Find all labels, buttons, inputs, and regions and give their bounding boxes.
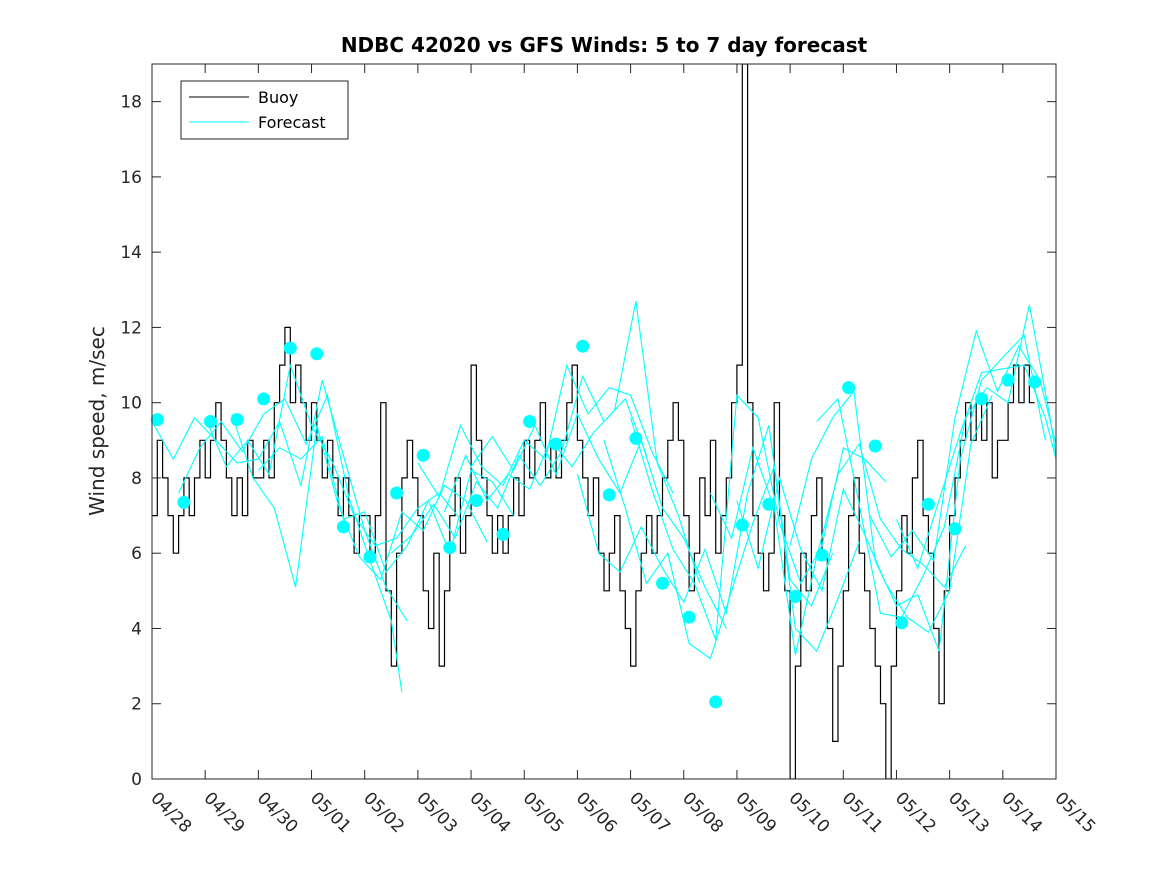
forecast-marker bbox=[735, 518, 749, 532]
forecast-marker bbox=[602, 488, 616, 502]
forecast-line bbox=[816, 304, 1056, 618]
forecast-markers bbox=[150, 339, 1042, 709]
forecast-line bbox=[231, 413, 488, 588]
y-tick-label: 12 bbox=[120, 318, 142, 338]
forecast-marker bbox=[656, 576, 669, 590]
y-tick-label: 18 bbox=[120, 93, 142, 113]
forecast-marker bbox=[975, 392, 989, 406]
y-tick-label: 0 bbox=[131, 770, 142, 790]
forecast-line bbox=[895, 364, 1056, 570]
forecast-marker bbox=[1028, 375, 1042, 389]
forecast-line bbox=[630, 393, 887, 640]
axis-ticks bbox=[151, 64, 1057, 780]
forecast-marker bbox=[363, 550, 377, 564]
legend-label-buoy: Buoy bbox=[258, 88, 298, 107]
forecast-marker bbox=[469, 494, 483, 507]
forecast-marker bbox=[549, 437, 563, 451]
forecast-line bbox=[709, 442, 967, 655]
forecast-line bbox=[869, 329, 1056, 563]
forecast-marker bbox=[416, 448, 430, 462]
forecast-marker bbox=[443, 541, 457, 555]
chart-title: NDBC 42020 vs GFS Winds: 5 to 7 day fore… bbox=[341, 33, 868, 57]
y-tick-label: 10 bbox=[120, 394, 142, 414]
legend: Buoy Forecast bbox=[180, 80, 349, 140]
forecast-marker bbox=[868, 439, 882, 453]
forecast-marker bbox=[310, 347, 324, 361]
buoy-line bbox=[152, 64, 1035, 779]
y-tick-label: 16 bbox=[120, 168, 142, 188]
forecast-marker bbox=[921, 497, 935, 511]
plot-area bbox=[150, 63, 1057, 780]
forecast-marker bbox=[204, 415, 217, 428]
legend-label-forecast: Forecast bbox=[258, 113, 326, 132]
y-tick-label: 8 bbox=[131, 469, 142, 489]
forecast-line bbox=[470, 412, 727, 629]
forecast-marker bbox=[576, 339, 590, 353]
forecast-line bbox=[576, 425, 834, 614]
forecast-line bbox=[443, 300, 701, 584]
forecast-marker bbox=[150, 413, 164, 427]
forecast-marker bbox=[709, 695, 723, 709]
y-axis-label: Wind speed, m/sec bbox=[85, 326, 109, 516]
forecast-marker bbox=[629, 431, 643, 445]
forecast-marker bbox=[283, 341, 297, 355]
forecast-marker bbox=[682, 610, 696, 624]
forecast-marker bbox=[788, 590, 802, 603]
forecast-line bbox=[178, 393, 403, 693]
y-tick-label: 4 bbox=[131, 619, 142, 639]
forecast-marker bbox=[390, 486, 404, 500]
forecast-marker bbox=[815, 548, 829, 562]
forecast-line bbox=[789, 333, 1046, 652]
forecast-marker bbox=[948, 522, 962, 536]
forecast-line bbox=[603, 440, 860, 660]
forecast-marker bbox=[895, 616, 909, 630]
plot-frame bbox=[151, 63, 1057, 780]
forecast-marker bbox=[257, 392, 271, 406]
forecast-marker bbox=[762, 497, 776, 511]
forecast-marker bbox=[496, 527, 510, 541]
forecast-series bbox=[152, 300, 1056, 693]
y-tick-labels: 0 2 4 6 8 10 12 14 16 18 bbox=[120, 93, 142, 790]
y-tick-label: 2 bbox=[131, 695, 142, 715]
y-tick-label: 6 bbox=[131, 544, 142, 564]
forecast-marker bbox=[523, 415, 537, 428]
forecast-marker bbox=[177, 495, 191, 509]
forecast-marker bbox=[336, 520, 350, 534]
forecast-line bbox=[204, 363, 461, 547]
y-tick-label: 14 bbox=[120, 243, 142, 263]
forecast-marker bbox=[230, 413, 244, 427]
forecast-line bbox=[417, 363, 674, 499]
forecast-marker bbox=[1001, 373, 1015, 387]
forecast-marker bbox=[842, 381, 856, 395]
forecast-line bbox=[257, 435, 515, 574]
buoy-series bbox=[152, 64, 1035, 779]
legend-box bbox=[180, 80, 349, 140]
